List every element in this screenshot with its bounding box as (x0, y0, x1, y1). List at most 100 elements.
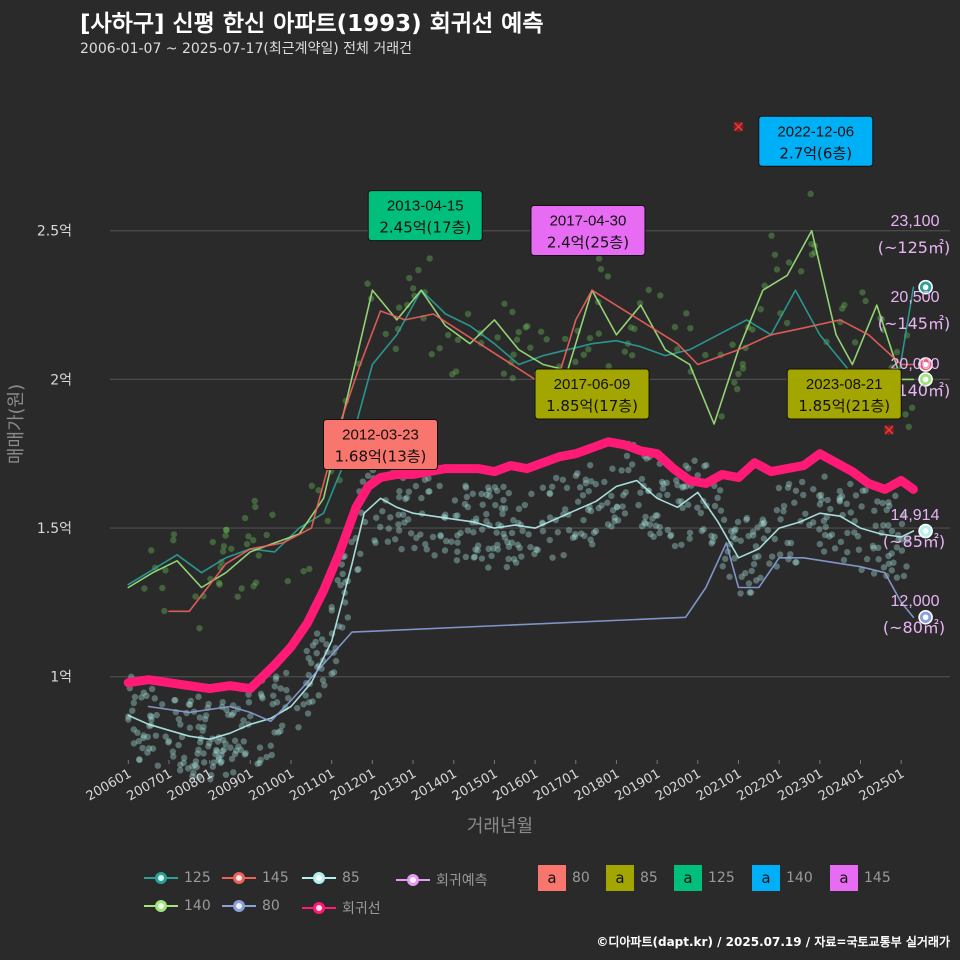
scatter-point (703, 461, 710, 469)
scatter-point (515, 328, 522, 336)
scatter-point (200, 750, 207, 757)
series-lines (123, 229, 918, 741)
scatter-point (504, 538, 511, 546)
scatter-point (130, 726, 138, 733)
scatter-point (364, 280, 371, 287)
scatter-point (642, 513, 649, 521)
scatter-point (140, 689, 148, 696)
scatter-point (745, 532, 752, 540)
scatter-point (886, 502, 893, 509)
scatter-point (505, 489, 512, 497)
scatter-point (888, 527, 896, 535)
scatter-point (572, 472, 580, 479)
scatter-point (169, 748, 177, 755)
scatter-point (716, 487, 724, 494)
scatter-point (421, 476, 429, 483)
scatter-point (202, 712, 210, 719)
annotation-box (786, 368, 902, 420)
scatter-point (858, 503, 865, 510)
scatter-point (223, 526, 230, 533)
scatter-point (199, 727, 206, 734)
scatter-point (734, 385, 741, 393)
scatter-point (643, 455, 650, 462)
scatter-point (411, 544, 418, 552)
scatter-point (528, 490, 535, 498)
scatter-point (560, 551, 567, 559)
scatter-point (245, 533, 252, 540)
x-axis-title: 거래년월 (467, 816, 533, 837)
scatter-point (306, 565, 313, 573)
scatter-point (195, 746, 202, 754)
scatter-point (275, 729, 282, 736)
scatter-point (151, 695, 158, 702)
scatter-point (871, 507, 878, 514)
scatter-point (561, 506, 569, 513)
scatter-point (841, 301, 848, 309)
scatter-point (546, 514, 554, 521)
scatter-point (330, 669, 338, 676)
scatter-point (495, 521, 502, 528)
scatter-point (423, 546, 430, 553)
scatter-point (373, 514, 380, 521)
scatter-point (521, 501, 529, 509)
scatter-point (426, 488, 433, 495)
annotation-value: 2.45억(17층) (379, 219, 471, 237)
scatter-point (307, 659, 315, 667)
y-tick-label: 1억 (50, 670, 72, 686)
scatter-point (200, 759, 208, 766)
scatter-point (656, 492, 663, 499)
scatter-point (395, 511, 402, 518)
scatter-point (255, 552, 262, 559)
scatter-point (451, 497, 459, 504)
scatter-point (679, 484, 686, 491)
scatter-point (269, 700, 276, 708)
annotation-date: 2017-06-09 (554, 376, 631, 393)
scatter-point (893, 348, 901, 356)
scatter-point (263, 531, 270, 539)
scatter-point (527, 543, 534, 551)
scatter-point (428, 351, 435, 358)
scatter-point (836, 498, 844, 505)
scatter-point (425, 475, 432, 482)
scatter-point (534, 546, 541, 554)
scatter-point (144, 733, 151, 741)
scatter-point (748, 567, 755, 575)
scatter-point (272, 673, 280, 680)
scatter-point (631, 325, 638, 333)
scatter-point (773, 506, 781, 514)
scatter-point (453, 557, 461, 564)
scatter-point (783, 319, 791, 327)
scatter-point (664, 526, 672, 534)
scatter-point (518, 553, 525, 560)
scatter-point (448, 538, 455, 545)
y-tick-label: 2억 (50, 372, 72, 388)
scatter-point (582, 480, 590, 487)
scatter-point (787, 539, 795, 547)
scatter-point (508, 539, 516, 546)
x-tick-label: 200601 (84, 766, 134, 804)
scatter-point (852, 492, 860, 499)
scatter-point (663, 479, 670, 487)
scatter-point (210, 759, 217, 766)
y-tick-label: 1.5억 (37, 521, 72, 537)
scatter-point (658, 478, 666, 486)
scatter-point (902, 411, 909, 418)
x-tick-label: 201301 (369, 766, 419, 804)
scatter-point (592, 480, 600, 488)
scatter-point (509, 374, 516, 382)
scatter-point (209, 763, 217, 770)
scatter-point (252, 503, 259, 511)
scatter-point (220, 543, 228, 550)
scatter-point (148, 716, 155, 724)
scatter-point (444, 331, 452, 339)
scatter-point (170, 531, 178, 538)
scatter-point (586, 462, 594, 469)
scatter-point (729, 341, 736, 348)
scatter-point (708, 532, 715, 540)
scatter-point (509, 308, 516, 316)
scatter-point (761, 282, 768, 289)
scatter-point (836, 487, 844, 495)
scatter-point (807, 190, 814, 198)
scatter-point (454, 336, 462, 344)
scatter-point (501, 505, 509, 512)
